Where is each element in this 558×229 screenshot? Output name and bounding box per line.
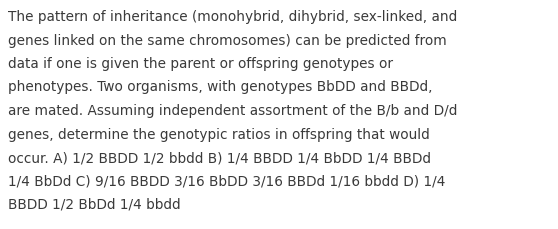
Text: data if one is given the parent or offspring genotypes or: data if one is given the parent or offsp… (8, 57, 393, 71)
Text: phenotypes. Two organisms, with genotypes BbDD and BBDd,: phenotypes. Two organisms, with genotype… (8, 80, 432, 94)
Text: The pattern of inheritance (monohybrid, dihybrid, sex-linked, and: The pattern of inheritance (monohybrid, … (8, 10, 457, 24)
Text: genes linked on the same chromosomes) can be predicted from: genes linked on the same chromosomes) ca… (8, 33, 447, 47)
Text: genes, determine the genotypic ratios in offspring that would: genes, determine the genotypic ratios in… (8, 127, 430, 141)
Text: occur. A) 1/2 BBDD 1/2 bbdd B) 1/4 BBDD 1/4 BbDD 1/4 BBDd: occur. A) 1/2 BBDD 1/2 bbdd B) 1/4 BBDD … (8, 150, 431, 164)
Text: 1/4 BbDd C) 9/16 BBDD 3/16 BbDD 3/16 BBDd 1/16 bbdd D) 1/4: 1/4 BbDd C) 9/16 BBDD 3/16 BbDD 3/16 BBD… (8, 174, 445, 188)
Text: BBDD 1/2 BbDd 1/4 bbdd: BBDD 1/2 BbDd 1/4 bbdd (8, 197, 181, 211)
Text: are mated. Assuming independent assortment of the B/b and D/d: are mated. Assuming independent assortme… (8, 104, 458, 117)
